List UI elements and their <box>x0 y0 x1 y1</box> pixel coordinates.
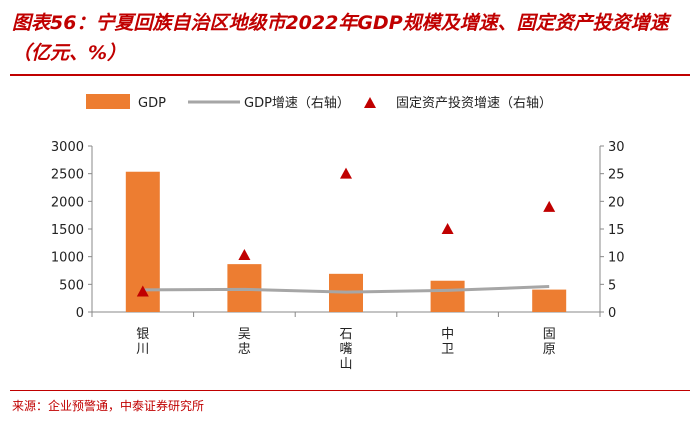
y-right-tick-label: 15 <box>608 223 625 238</box>
x-tick-label: 嘴 <box>339 342 352 357</box>
fai-growth-point <box>340 167 352 179</box>
chart-title: 图表56：宁夏回族自治区地级市2022年GDP规模及增速、固定资产投资增速（亿元… <box>12 12 669 64</box>
x-tick-label: 中 <box>441 327 454 342</box>
y-left-tick-label: 1000 <box>51 251 84 266</box>
legend-marker-fai-growth <box>364 97 376 108</box>
gdp-bar <box>430 280 465 312</box>
legend: GDP GDP增速（右轴） 固定资产投资增速（右轴） <box>86 94 552 111</box>
y-left-tick-label: 3000 <box>51 140 84 155</box>
title-divider <box>10 74 690 76</box>
x-tick-label: 吴 <box>238 327 251 342</box>
axes: 0 500 1000 1500 2000 2500 3000 0 5 10 15 20 25 30 银川 吴忠… <box>51 140 625 372</box>
x-tick-label: 银 <box>136 327 149 342</box>
y-left-tick-label: 2000 <box>51 195 84 210</box>
fai-growth-point <box>136 285 149 297</box>
legend-label-gdp-growth: GDP增速（右轴） <box>244 96 350 111</box>
x-tick-label: 固 <box>543 327 556 342</box>
y-right-tick-label: 0 <box>608 306 616 321</box>
y-left-tick-label: 2500 <box>51 168 84 183</box>
x-tick-label: 山 <box>339 357 352 372</box>
x-tick-label: 石 <box>339 327 352 342</box>
gdp-growth-series-line <box>142 285 550 294</box>
gdp-bar <box>532 289 567 312</box>
fai-growth-point <box>238 249 251 261</box>
x-tick-label: 忠 <box>238 342 251 357</box>
gdp-growth-line <box>142 285 550 294</box>
y-right-tick-label: 20 <box>608 195 625 210</box>
y-left-tick-label: 1500 <box>51 223 84 238</box>
x-tick-label: 原 <box>543 342 556 357</box>
y-right-tick-label: 25 <box>608 168 625 183</box>
legend-label-gdp: GDP <box>138 96 166 111</box>
legend-swatch-gdp <box>86 94 130 109</box>
y-right-tick-label: 5 <box>608 278 616 293</box>
y-left-tick-label: 500 <box>59 278 84 293</box>
y-right-tick-label: 30 <box>608 140 625 155</box>
source-note: 来源：企业预警通，中泰证券研究所 <box>12 399 205 413</box>
x-tick-label: 川 <box>136 342 149 357</box>
source-divider <box>10 390 690 391</box>
legend-label-fai-growth: 固定资产投资增速（右轴） <box>396 95 552 111</box>
fai-growth-markers <box>136 167 556 297</box>
fai-growth-point <box>441 223 454 234</box>
y-right-tick-label: 10 <box>608 251 625 266</box>
fai-growth-point <box>543 200 556 212</box>
x-tick-label: 卫 <box>441 342 454 357</box>
y-left-tick-label: 0 <box>76 306 84 321</box>
